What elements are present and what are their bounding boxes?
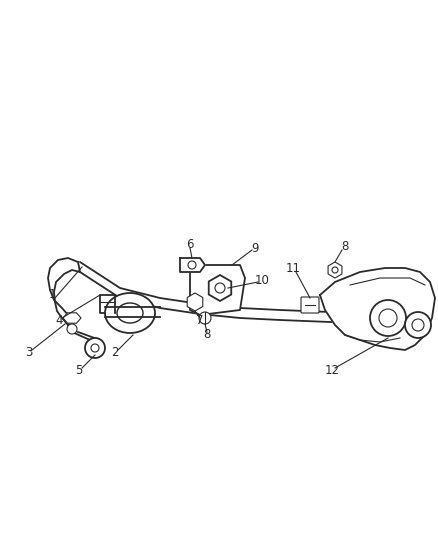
Text: 5: 5 <box>75 364 83 376</box>
Circle shape <box>379 309 397 327</box>
Text: 12: 12 <box>325 365 339 377</box>
Circle shape <box>215 283 225 293</box>
Text: 8: 8 <box>203 328 211 342</box>
Text: 3: 3 <box>25 346 33 359</box>
Text: 2: 2 <box>111 346 119 359</box>
Polygon shape <box>190 265 245 315</box>
Text: 8: 8 <box>341 240 349 254</box>
Polygon shape <box>187 293 203 311</box>
FancyBboxPatch shape <box>301 297 319 313</box>
Polygon shape <box>320 268 435 350</box>
Polygon shape <box>63 313 81 323</box>
Text: 6: 6 <box>186 238 194 252</box>
Circle shape <box>405 312 431 338</box>
Circle shape <box>91 344 99 352</box>
Ellipse shape <box>117 303 143 323</box>
Polygon shape <box>209 275 231 301</box>
Text: 10: 10 <box>254 273 269 287</box>
Circle shape <box>199 312 211 324</box>
Text: 4: 4 <box>55 313 63 327</box>
Circle shape <box>67 324 77 334</box>
Polygon shape <box>180 258 205 272</box>
Text: 7: 7 <box>196 314 204 327</box>
Circle shape <box>188 261 196 269</box>
Polygon shape <box>328 262 342 278</box>
Text: 1: 1 <box>48 288 56 302</box>
Circle shape <box>370 300 406 336</box>
Circle shape <box>85 338 105 358</box>
Circle shape <box>412 319 424 331</box>
Text: 11: 11 <box>286 262 300 276</box>
Ellipse shape <box>105 293 155 333</box>
Text: 9: 9 <box>251 241 259 254</box>
Circle shape <box>332 267 338 273</box>
